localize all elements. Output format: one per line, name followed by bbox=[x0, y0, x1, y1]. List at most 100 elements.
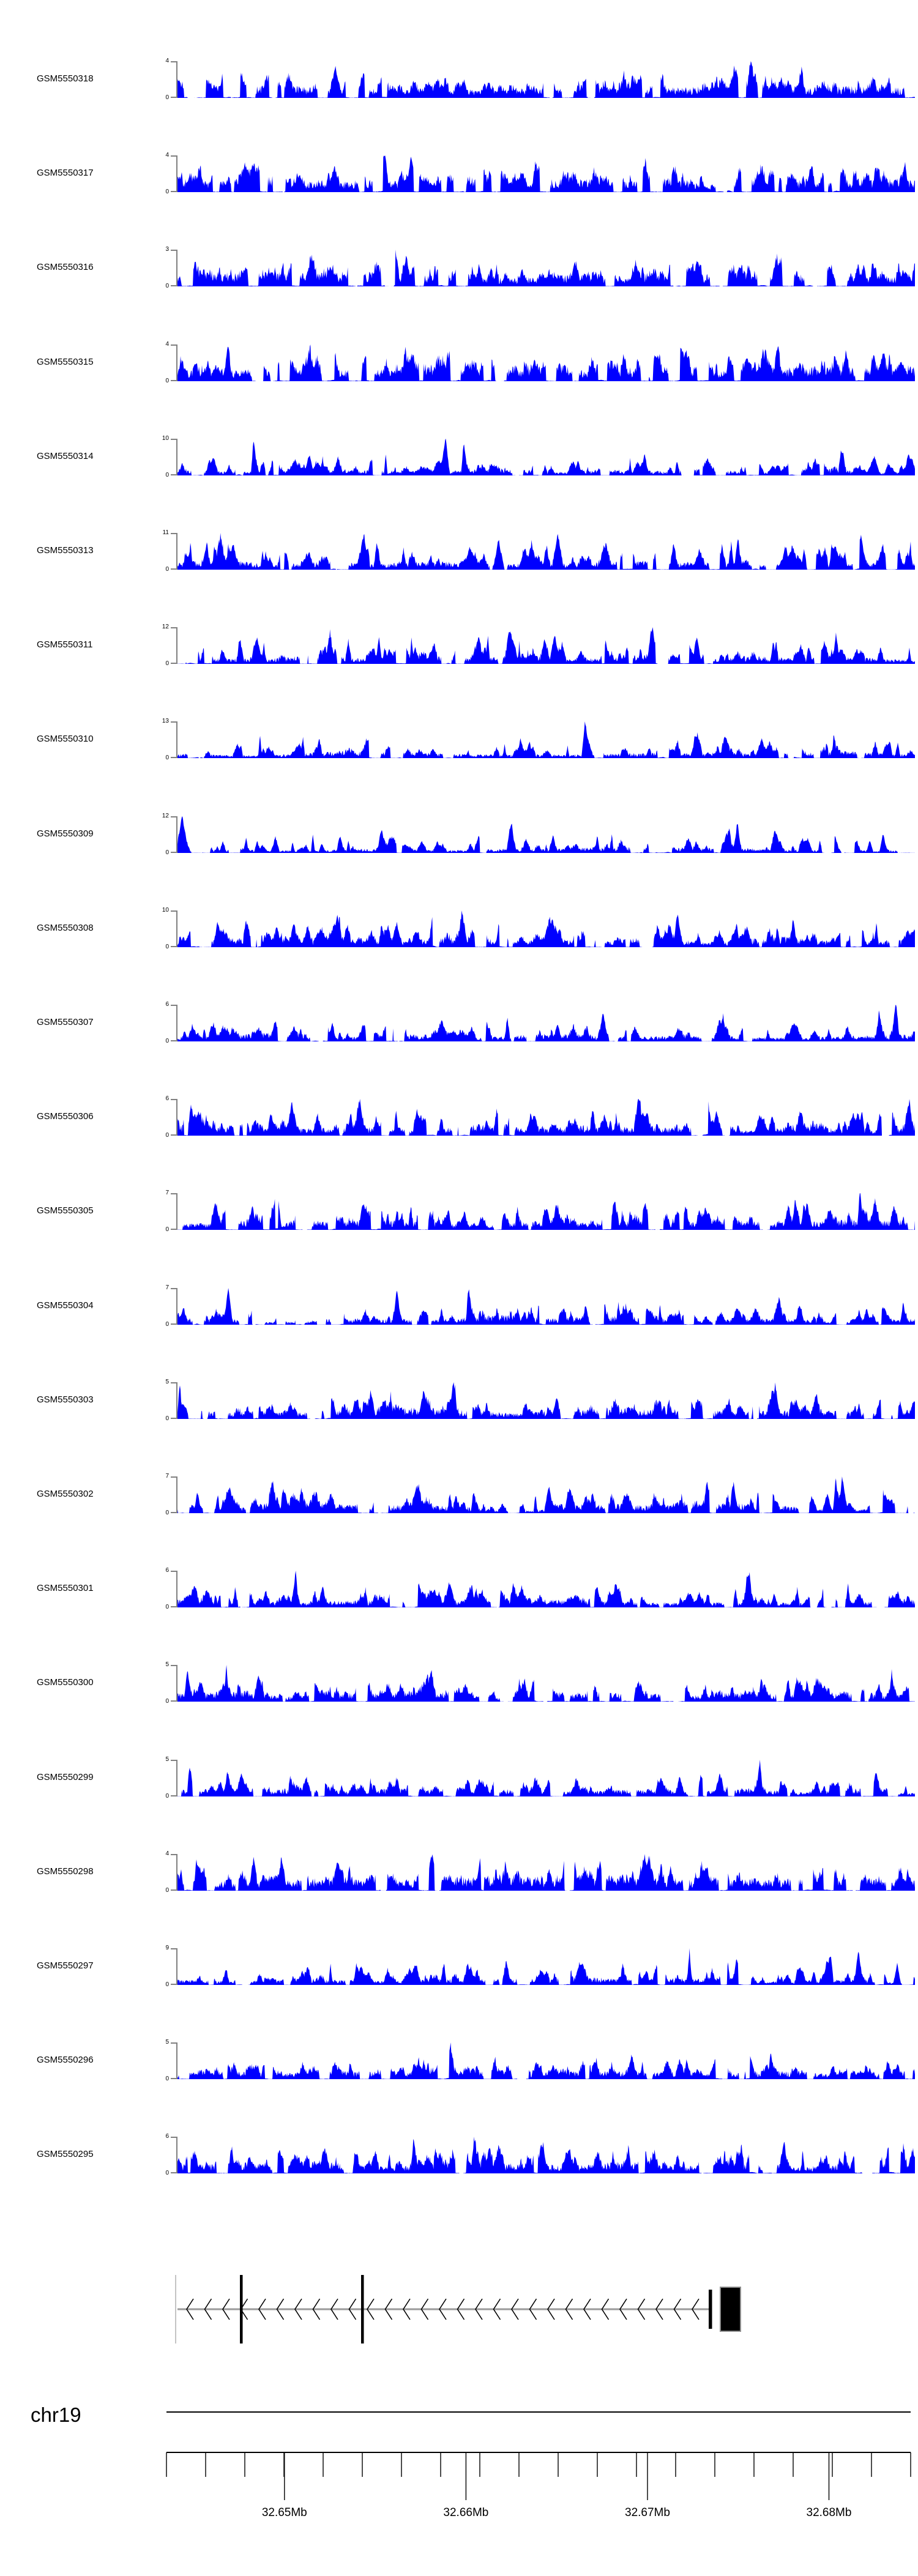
track-label: GSM5550311 bbox=[37, 639, 93, 650]
coverage-track[interactable]: GSM5550310 13 0 bbox=[0, 718, 918, 762]
coverage-track[interactable]: GSM5550298 4 0 bbox=[0, 1850, 918, 1894]
coverage-track[interactable]: GSM5550317 4 0 bbox=[0, 152, 918, 195]
coverage-track[interactable]: GSM5550299 5 0 bbox=[0, 1756, 918, 1799]
coverage-track[interactable]: GSM5550295 6 0 bbox=[0, 2134, 918, 2176]
y-axis-tick-min bbox=[171, 1134, 177, 1136]
track-label: GSM5550308 bbox=[37, 922, 94, 933]
coverage-track[interactable]: GSM5550316 3 0 bbox=[0, 247, 918, 289]
coverage-track[interactable]: GSM5550309 12 0 bbox=[0, 813, 918, 855]
coverage-track[interactable]: GSM5550301 6 0 bbox=[0, 1568, 918, 1611]
coverage-plot-area[interactable] bbox=[177, 1665, 915, 1702]
y-axis-min-label: 0 bbox=[165, 1981, 169, 1988]
strand-arrow-icon bbox=[222, 2298, 230, 2320]
y-axis-line bbox=[176, 1382, 177, 1419]
y-axis-line bbox=[176, 1948, 177, 1985]
coverage-track[interactable]: GSM5550305 7 0 bbox=[0, 1190, 918, 1234]
y-axis-tick-min bbox=[171, 2172, 177, 2174]
coverage-track[interactable]: GSM5550306 6 0 bbox=[0, 1096, 918, 1139]
y-axis-line bbox=[176, 250, 177, 287]
y-axis-tick-min bbox=[171, 379, 177, 381]
coverage-plot-area[interactable] bbox=[177, 1759, 915, 1796]
y-axis-min-label: 0 bbox=[165, 566, 169, 573]
coverage-area bbox=[177, 1665, 915, 1702]
coverage-area bbox=[177, 2137, 915, 2174]
y-axis-tick-max bbox=[171, 816, 177, 817]
coverage-area bbox=[177, 816, 915, 853]
gene-model-track[interactable] bbox=[0, 2264, 918, 2356]
y-axis-min-label: 0 bbox=[165, 2075, 169, 2083]
y-axis-tick-min bbox=[171, 851, 177, 853]
y-axis-tick-max bbox=[171, 438, 177, 440]
coverage-track[interactable]: GSM5550308 10 0 bbox=[0, 906, 918, 950]
y-axis-tick-max bbox=[171, 1759, 177, 1761]
coverage-plot-area[interactable] bbox=[177, 344, 915, 381]
coverage-plot-area[interactable] bbox=[177, 816, 915, 853]
y-axis-min-label: 0 bbox=[165, 1226, 169, 1234]
coverage-plot-area[interactable] bbox=[177, 1193, 915, 1230]
coverage-plot-area[interactable] bbox=[177, 721, 915, 759]
strand-arrow-icon bbox=[692, 2298, 700, 2320]
coverage-plot-area[interactable] bbox=[177, 1382, 915, 1419]
coverage-track[interactable]: GSM5550307 6 0 bbox=[0, 1002, 918, 1044]
strand-arrow-icon bbox=[619, 2298, 627, 2320]
y-axis-min-label: 0 bbox=[165, 1886, 169, 1894]
coverage-track[interactable]: GSM5550296 5 0 bbox=[0, 2039, 918, 2083]
coverage-track[interactable]: GSM5550313 11 0 bbox=[0, 530, 918, 573]
coverage-plot-area[interactable] bbox=[177, 2137, 915, 2174]
axis-tick-label: 32.65Mb bbox=[262, 2506, 307, 2519]
coverage-plot-area[interactable] bbox=[177, 1287, 915, 1325]
coverage-track[interactable]: GSM5550311 12 0 bbox=[0, 624, 918, 667]
y-axis-min-label: 0 bbox=[165, 1604, 169, 1611]
track-y-axis: 10 0 bbox=[150, 906, 177, 950]
coverage-plot-area[interactable] bbox=[177, 533, 915, 570]
strand-arrow-group bbox=[186, 2298, 700, 2320]
coverage-plot-area[interactable] bbox=[177, 1853, 915, 1891]
coverage-area bbox=[177, 2042, 915, 2080]
y-axis-max-label: 10 bbox=[162, 906, 169, 914]
coverage-track[interactable]: GSM5550300 5 0 bbox=[0, 1662, 918, 1705]
coverage-plot-area[interactable] bbox=[177, 1476, 915, 1513]
coverage-track[interactable]: GSM5550302 7 0 bbox=[0, 1473, 918, 1516]
strand-arrow-icon bbox=[294, 2298, 302, 2320]
coverage-plot-area[interactable] bbox=[177, 1571, 915, 1608]
y-axis-tick-min bbox=[171, 568, 177, 570]
gene-model-glyph bbox=[175, 2275, 741, 2343]
y-axis-line bbox=[176, 1005, 177, 1041]
strand-arrow-icon bbox=[403, 2298, 411, 2320]
y-axis-line bbox=[176, 1193, 177, 1230]
y-axis-tick-max bbox=[171, 2042, 177, 2044]
strand-arrow-icon bbox=[565, 2298, 573, 2320]
coverage-track[interactable]: GSM5550304 7 0 bbox=[0, 1284, 918, 1327]
strand-arrow-icon bbox=[367, 2298, 375, 2320]
strand-arrow-icon bbox=[276, 2298, 285, 2320]
coverage-plot-area[interactable] bbox=[177, 1099, 915, 1136]
y-axis-min-label: 0 bbox=[165, 1415, 169, 1422]
coverage-track[interactable]: GSM5550318 4 0 bbox=[0, 58, 918, 101]
coverage-track[interactable]: GSM5550315 4 0 bbox=[0, 341, 918, 384]
coverage-plot-area[interactable] bbox=[177, 438, 915, 475]
coverage-plot-area[interactable] bbox=[177, 627, 915, 664]
coverage-plot-area[interactable] bbox=[177, 250, 915, 287]
coverage-plot-area[interactable] bbox=[177, 61, 915, 98]
coverage-plot-area[interactable] bbox=[177, 1948, 915, 1985]
coverage-plot-area[interactable] bbox=[177, 2042, 915, 2080]
coverage-plot-area[interactable] bbox=[177, 1005, 915, 1041]
y-axis-tick-max bbox=[171, 533, 177, 534]
y-axis-max-label: 4 bbox=[165, 1850, 169, 1857]
coverage-track[interactable]: GSM5550297 9 0 bbox=[0, 1945, 918, 1988]
y-axis-min-label: 0 bbox=[165, 754, 169, 762]
coverage-area bbox=[177, 438, 915, 475]
strand-arrow-icon bbox=[186, 2298, 194, 2320]
coverage-track[interactable]: GSM5550314 10 0 bbox=[0, 435, 918, 478]
coverage-plot-area[interactable] bbox=[177, 910, 915, 947]
coverage-plot-area[interactable] bbox=[177, 155, 915, 193]
axis-tick-label-group: 32.65Mb 32.66Mb 32.67Mb 32.68Mb bbox=[262, 2506, 852, 2519]
coverage-track[interactable]: GSM5550303 5 0 bbox=[0, 1379, 918, 1422]
track-label: GSM5550316 bbox=[37, 262, 94, 273]
y-axis-line bbox=[176, 2042, 177, 2080]
